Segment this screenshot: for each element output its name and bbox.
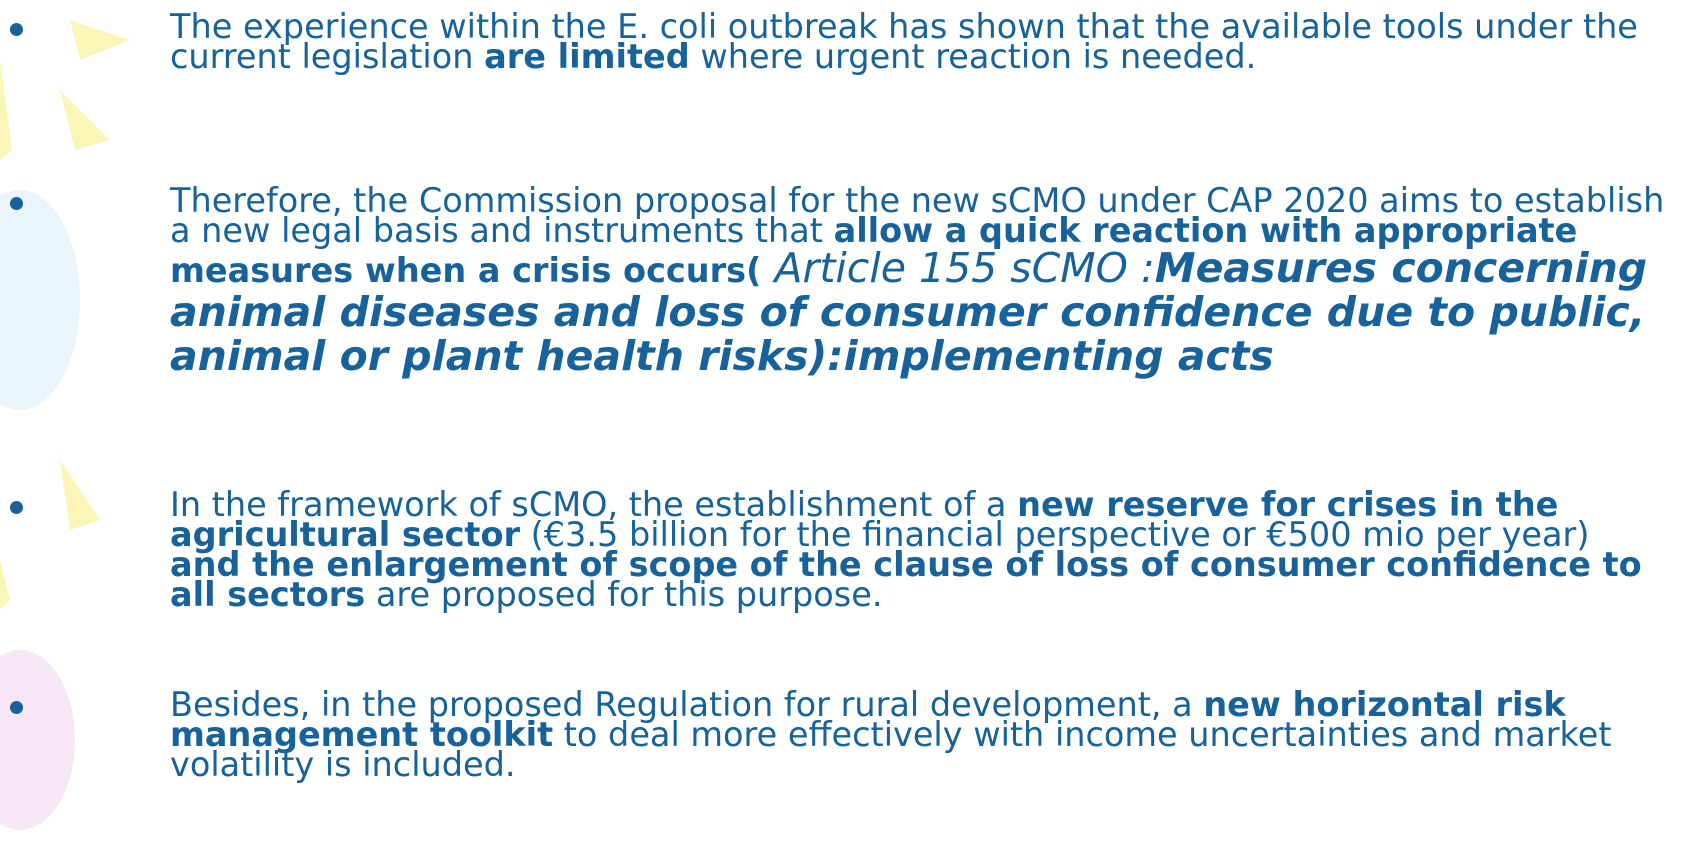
deco-shape (60, 90, 110, 150)
deco-shape (60, 460, 100, 530)
bullet-text: In the framework of sCMO, the establishm… (170, 490, 1670, 610)
bullet-marker (10, 701, 23, 714)
text-run: Article 155 sCMO : (761, 244, 1154, 292)
bullet-text: Therefore, the Commission proposal for t… (170, 186, 1670, 378)
deco-shape (0, 190, 80, 410)
deco-shape (0, 60, 12, 160)
text-run: are limited (484, 37, 690, 76)
text-run: where urgent reaction is needed. (690, 37, 1257, 76)
text-run: are proposed for this purpose. (365, 575, 882, 614)
bullet-marker (10, 501, 23, 514)
bullet-text: The experience within the E. coli outbre… (170, 12, 1670, 72)
decoration (0, 0, 160, 866)
deco-shape (0, 650, 75, 830)
bullet-marker (10, 23, 23, 36)
bullet-text: Besides, in the proposed Regulation for … (170, 690, 1670, 780)
deco-shape (70, 20, 130, 60)
deco-shape (0, 560, 10, 610)
slide: The experience within the E. coli outbre… (0, 0, 1699, 866)
bullet-marker (10, 197, 23, 210)
